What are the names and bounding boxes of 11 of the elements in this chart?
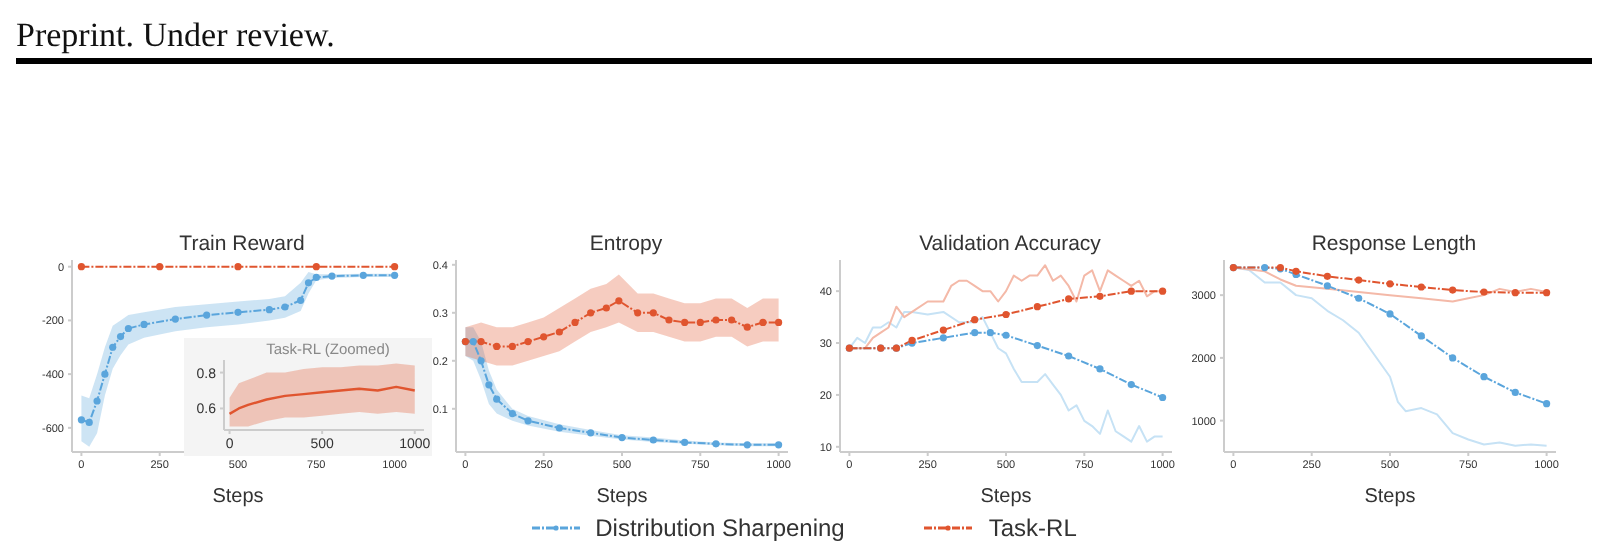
x-axis-title: Steps — [1364, 486, 1416, 508]
legend-label: Task-RL — [988, 514, 1077, 542]
chart-title: Entropy — [587, 230, 665, 260]
legend-label: Distribution Sharpening — [595, 514, 845, 542]
chart-title: Validation Accuracy — [917, 230, 1103, 260]
x-axis-title: Steps — [596, 486, 648, 508]
chart-title: Response Length — [1309, 230, 1479, 260]
x-axis-title: Steps — [980, 486, 1032, 508]
x-axis-title: Steps — [212, 486, 264, 508]
text: Preprint. Under review. — [16, 16, 335, 56]
chart-title: Train Reward — [177, 230, 307, 260]
